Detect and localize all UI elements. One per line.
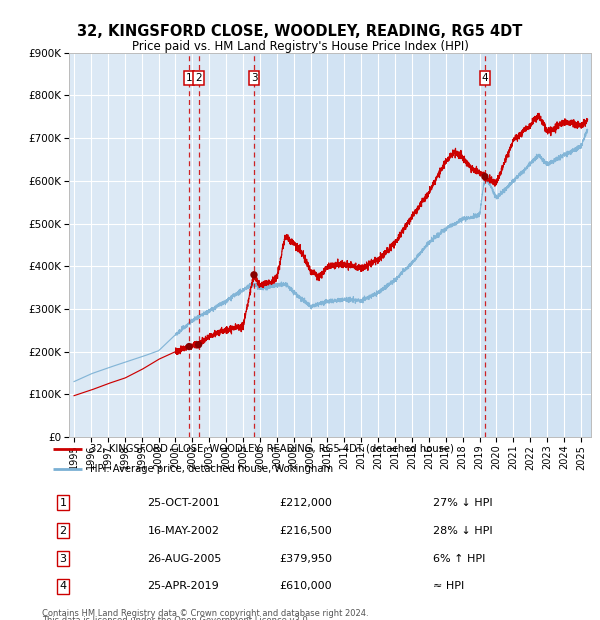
Text: 16-MAY-2002: 16-MAY-2002 <box>148 526 220 536</box>
Text: 6% ↑ HPI: 6% ↑ HPI <box>433 554 485 564</box>
Text: 28% ↓ HPI: 28% ↓ HPI <box>433 526 493 536</box>
Point <box>249 270 259 280</box>
Text: 26-AUG-2005: 26-AUG-2005 <box>148 554 222 564</box>
Text: 4: 4 <box>59 582 67 591</box>
Text: £379,950: £379,950 <box>280 554 332 564</box>
Text: Contains HM Land Registry data © Crown copyright and database right 2024.: Contains HM Land Registry data © Crown c… <box>42 609 368 618</box>
Text: 3: 3 <box>251 73 257 83</box>
Text: 4: 4 <box>482 73 488 83</box>
Text: Price paid vs. HM Land Registry's House Price Index (HPI): Price paid vs. HM Land Registry's House … <box>131 40 469 53</box>
Point <box>480 172 490 182</box>
Text: £212,000: £212,000 <box>280 498 332 508</box>
Text: 25-OCT-2001: 25-OCT-2001 <box>148 498 220 508</box>
Point <box>184 342 194 352</box>
Text: £610,000: £610,000 <box>280 582 332 591</box>
Text: 2: 2 <box>195 73 202 83</box>
Text: 27% ↓ HPI: 27% ↓ HPI <box>433 498 493 508</box>
Bar <box>254 53 591 437</box>
Text: ≈ HPI: ≈ HPI <box>433 582 464 591</box>
Text: 1: 1 <box>186 73 193 83</box>
Text: 3: 3 <box>59 554 67 564</box>
Text: 32, KINGSFORD CLOSE, WOODLEY, READING, RG5 4DT: 32, KINGSFORD CLOSE, WOODLEY, READING, R… <box>77 24 523 38</box>
Text: 32, KINGSFORD CLOSE, WOODLEY, READING, RG5 4DT (detached house): 32, KINGSFORD CLOSE, WOODLEY, READING, R… <box>89 444 454 454</box>
Text: This data is licensed under the Open Government Licence v3.0.: This data is licensed under the Open Gov… <box>42 616 310 620</box>
Text: 25-APR-2019: 25-APR-2019 <box>148 582 220 591</box>
Text: £216,500: £216,500 <box>280 526 332 536</box>
Point <box>194 340 203 350</box>
Text: HPI: Average price, detached house, Wokingham: HPI: Average price, detached house, Woki… <box>89 464 332 474</box>
Text: 1: 1 <box>59 498 67 508</box>
Text: 2: 2 <box>59 526 67 536</box>
